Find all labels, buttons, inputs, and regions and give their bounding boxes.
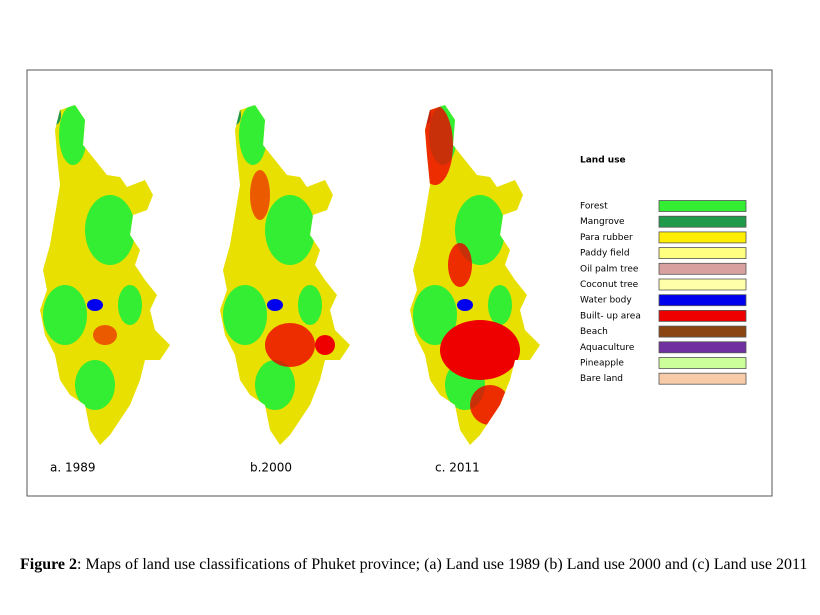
map-1989 [40,105,170,445]
map-2011 [410,105,540,445]
legend-swatch [658,294,747,307]
legend-label: Paddy field [580,249,630,259]
figure-frame [26,69,773,497]
legend-swatch [658,309,747,322]
legend-swatch [658,372,747,385]
legend-label: Pineapple [580,359,624,369]
panel-label: a. 1989 [50,461,96,475]
legend-swatch [658,262,747,275]
legend-swatch [658,215,747,228]
legend-label: Aquaculture [580,343,635,353]
legend-label: Water body [580,296,632,306]
legend-swatch [658,357,747,369]
legend-title: Land use [580,156,626,166]
legend-label: Bare land [580,374,623,384]
figure: a. 1989 b.2000 c. 2011 Land use Forest Ma… [26,69,773,497]
caption-text: : Maps of land use classifications of Ph… [77,556,808,573]
legend-swatch [658,200,747,212]
legend-label: Para rubber [580,233,633,243]
legend-swatch [658,278,747,291]
legend-swatch [658,247,747,260]
legend-swatch [658,341,747,354]
legend-swatch [658,231,747,244]
legend-label: Forest [580,202,608,212]
legend-label: Coconut tree [580,280,639,290]
legend-label: Beach [580,327,608,337]
panel-label: c. 2011 [435,461,480,475]
caption: Figure 2: Maps of land use classificatio… [20,553,812,576]
legend-swatch [658,325,747,338]
legend-label: Built- up area [580,311,641,321]
legend-label: Mangrove [580,217,625,227]
map-2000 [220,105,350,445]
legend-label: Oil palm tree [580,264,639,274]
caption-label: Figure 2 [20,556,78,573]
panel-label: b.2000 [250,461,292,475]
